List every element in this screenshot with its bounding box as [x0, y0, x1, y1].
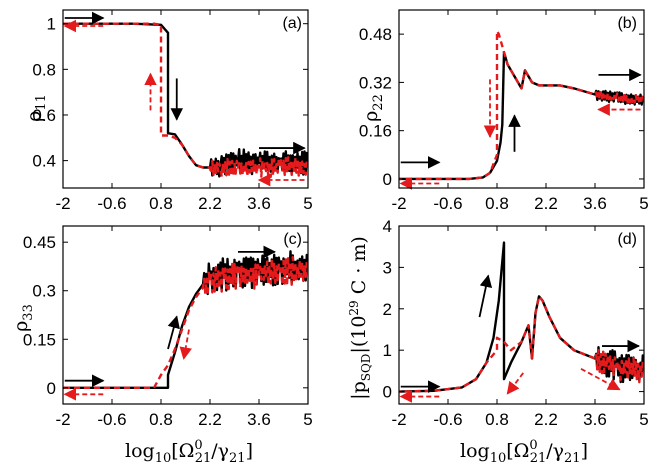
- plot-frame: [398, 9, 645, 189]
- x-tick-label: 5: [639, 410, 648, 429]
- sweep-direction-arrow: [478, 274, 493, 318]
- y-axis-label: ρ33: [10, 304, 36, 332]
- plot-frame: [62, 9, 309, 189]
- sweep-direction-arrow: [506, 372, 524, 395]
- sweep-direction-arrow: [167, 315, 180, 350]
- x-tick-label: 0.8: [485, 410, 509, 429]
- series-line-forward: [63, 22, 308, 178]
- series-line-forward: [399, 241, 644, 393]
- y-label-unit: C · m): [348, 236, 370, 300]
- series-line-forward: [399, 51, 644, 181]
- y-tick-label: 0.3: [32, 282, 56, 301]
- y-tick-label: 4: [383, 217, 392, 236]
- x-tick-label: 2.2: [534, 194, 558, 213]
- x-tick-label: -2: [391, 194, 406, 213]
- y-label-subscript: 33: [21, 304, 36, 321]
- panel-label: (b): [617, 15, 637, 32]
- y-tick-label: 1: [47, 15, 56, 34]
- x-tick-label: 5: [639, 194, 648, 213]
- x-tick-label: 3.6: [583, 410, 607, 429]
- panel-label: (d): [617, 231, 637, 248]
- y-tick-label: 0.15: [23, 330, 56, 349]
- x-tick-label: -0.6: [97, 410, 126, 429]
- y-label-symbol: ρ: [360, 111, 382, 122]
- x-tick-label: -0.6: [97, 194, 126, 213]
- panel-d: (d) |pSQD|(1029 C · m) -2 -0.6 0.8 2.2 3.6 5 0…: [347, 217, 649, 429]
- x-tick-label: 2.2: [198, 194, 222, 213]
- y-tick-label: 0.45: [23, 233, 56, 252]
- series-line-backward: [399, 29, 644, 181]
- panel-label: (a): [282, 15, 302, 32]
- panel-c: (c) ρ33 -2 -0.6 0.8 2.2 3.6 5 0 0.15 0.3 0.45: [10, 225, 313, 429]
- y-tick-label: 0.4: [32, 152, 56, 171]
- panel-b: (b) ρ22 -2 -0.6 0.8 2.2 3.6 5 0 0.16 0.32 0.48: [359, 9, 649, 213]
- sweep-direction-arrow: [179, 329, 192, 360]
- y-tick-label: 2: [383, 300, 392, 319]
- y-label-subscript: SQD: [359, 354, 373, 382]
- y-tick-label: 0.32: [359, 73, 392, 92]
- x-tick-label: -0.6: [433, 194, 462, 213]
- y-axis-label: |pSQD|(1029 C · m): [347, 236, 373, 400]
- x-tick-label: 0.8: [485, 194, 509, 213]
- y-tick-label: 3: [383, 258, 392, 277]
- x-tick-label: 5: [303, 194, 312, 213]
- y-tick-label: 1: [383, 341, 392, 360]
- panel-label: (c): [283, 231, 302, 248]
- x-tick-label: 0.8: [149, 194, 173, 213]
- y-tick-label: 0.48: [359, 25, 392, 44]
- x-tick-label: 2.2: [534, 410, 558, 429]
- y-tick-label: 0: [383, 383, 392, 402]
- y-label-open: |p: [348, 381, 370, 400]
- y-tick-label: 0: [47, 379, 56, 398]
- series-line-backward: [63, 22, 308, 179]
- y-label-symbol: ρ: [10, 321, 32, 332]
- x-tick-label: -2: [55, 410, 70, 429]
- plot-frame: [398, 225, 645, 405]
- series-line-backward: [399, 295, 644, 393]
- x-tick-label: 3.6: [583, 194, 607, 213]
- y-label-subscript: 11: [34, 94, 49, 111]
- plot-frame: [62, 225, 309, 405]
- x-tick-label: 2.2: [198, 410, 222, 429]
- x-axis-label-right: log10[Ω0 21/γ21]: [460, 438, 588, 466]
- x-tick-label: 0.8: [149, 410, 173, 429]
- y-tick-label: 0.6: [32, 106, 56, 125]
- x-tick-label: -2: [55, 194, 70, 213]
- x-tick-label: 5: [303, 410, 312, 429]
- x-tick-label: -2: [391, 410, 406, 429]
- y-label-superscript: 29: [347, 300, 361, 315]
- x-axis-label-left: log10[Ω0 21/γ21]: [125, 438, 253, 466]
- x-tick-label: 3.6: [247, 194, 271, 213]
- x-tick-label: 3.6: [247, 410, 271, 429]
- x-tick-label: -0.6: [433, 410, 462, 429]
- panel-a: (a) ρ11 -2 -0.6 0.8 2.2 3.6 5 0.4 0.6 0.8 1: [23, 9, 313, 213]
- y-label-mid: |(10: [348, 316, 370, 354]
- y-tick-label: 0.16: [359, 122, 392, 141]
- series-line-backward: [63, 255, 308, 389]
- y-label-symbol: ρ: [23, 111, 45, 122]
- y-tick-label: 0.8: [32, 60, 56, 79]
- y-label-subscript: 22: [371, 94, 386, 111]
- sweep-direction-arrow: [580, 368, 621, 391]
- y-tick-label: 0: [383, 170, 392, 189]
- y-axis-label: ρ11: [23, 94, 49, 122]
- y-axis-label: ρ22: [360, 94, 386, 122]
